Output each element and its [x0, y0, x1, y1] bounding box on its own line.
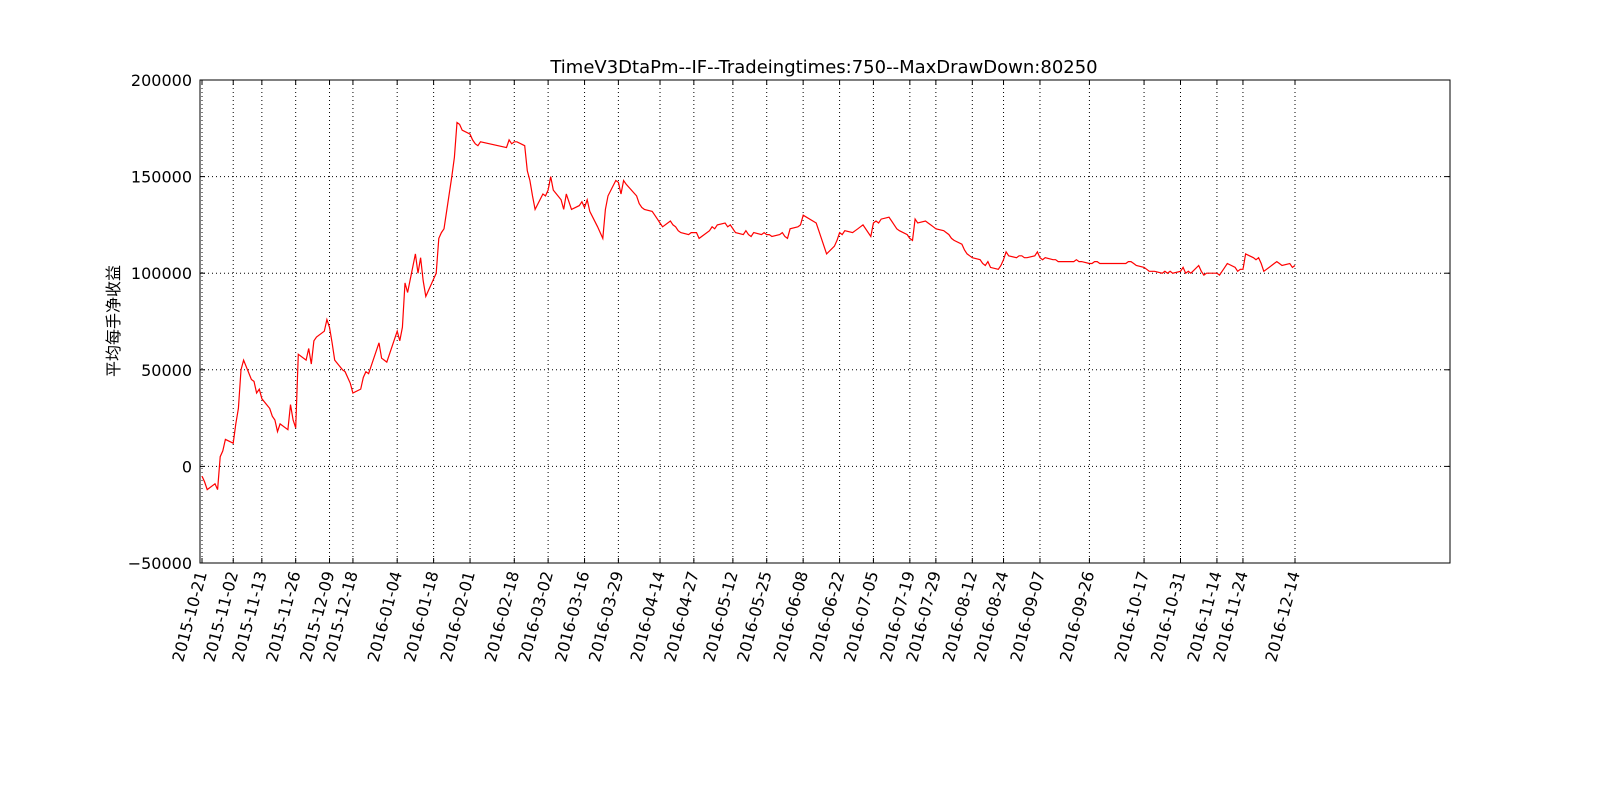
- x-tick-label: 2016-01-18: [400, 569, 442, 664]
- y-tick-label: 200000: [131, 71, 192, 90]
- x-tick-label: 2016-05-25: [733, 569, 775, 664]
- plot-frame: [199, 79, 1451, 564]
- x-tick-label: 2016-09-26: [1056, 569, 1098, 664]
- x-tick-label: 2016-10-31: [1147, 569, 1189, 664]
- x-tick-label: 2016-06-08: [770, 569, 812, 664]
- x-tick-label: 2016-04-27: [660, 569, 702, 664]
- grid-layer: [200, 80, 1450, 563]
- x-tick-label: 2016-03-02: [515, 569, 557, 664]
- y-tick-label: 50000: [141, 361, 192, 380]
- chart-title: TimeV3DtaPm--IF--Tradeingtimes:750--MaxD…: [549, 57, 1097, 78]
- y-tick-label: 0: [182, 457, 192, 476]
- y-tick-label: −50000: [128, 554, 192, 573]
- series-line: [201, 121, 1296, 491]
- x-tick-label: 2016-12-14: [1261, 569, 1303, 664]
- x-tick-label: 2016-01-04: [364, 569, 406, 664]
- x-tick-label: 2016-09-07: [1006, 569, 1048, 664]
- x-tick-label: 2016-02-01: [436, 569, 478, 664]
- x-tick-label: 2016-10-17: [1111, 569, 1153, 664]
- y-axis-label: 平均每手净收益: [104, 265, 123, 377]
- y-tick-label: 150000: [131, 168, 192, 187]
- x-tick-label: 2016-07-05: [840, 569, 882, 664]
- x-tick-label: 2016-03-29: [585, 569, 627, 664]
- ticks-layer: [200, 79, 1450, 564]
- x-tick-labels: 2015-10-212015-11-022015-11-132015-11-26…: [168, 569, 1303, 664]
- y-tick-labels: −50000 0 50000 100000 150000 200000: [128, 71, 192, 573]
- y-tick-label: 100000: [131, 264, 192, 283]
